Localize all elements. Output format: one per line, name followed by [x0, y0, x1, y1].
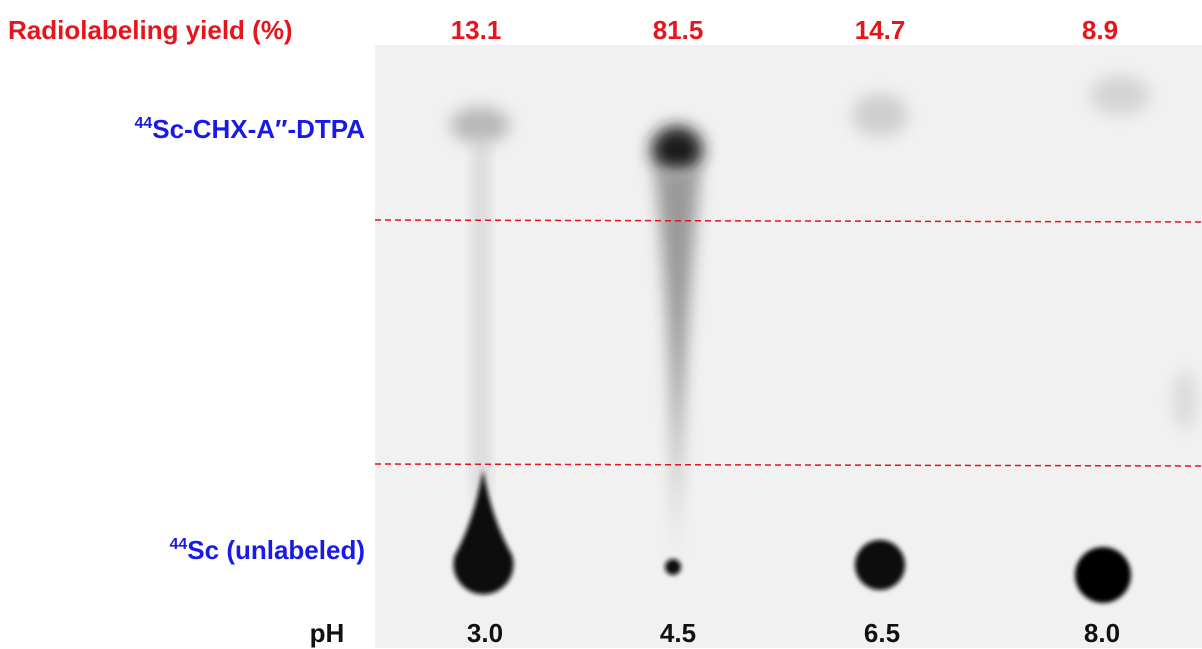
spot	[665, 559, 681, 575]
yield-value: 8.9	[1081, 15, 1119, 45]
spot	[450, 107, 510, 143]
spot	[1075, 547, 1131, 603]
ph-value: 4.5	[659, 618, 697, 648]
ph-value: 8.0	[1083, 618, 1121, 648]
divider	[374, 219, 1202, 223]
spot	[651, 126, 703, 174]
superscript: 44	[169, 536, 188, 553]
ph-label: pH	[309, 618, 345, 648]
band-label: 44Sc-CHX-A″-DTPA	[134, 114, 365, 145]
spot	[1090, 75, 1150, 115]
divider	[374, 463, 1202, 467]
band-text: Sc (unlabeled)	[187, 535, 365, 565]
superscript: 44	[134, 115, 153, 132]
ph-value: 3.0	[466, 618, 504, 648]
yield-value: 81.5	[652, 15, 704, 45]
spot	[852, 93, 908, 137]
yield-label: Radiolabeling yield (%)	[8, 15, 293, 45]
band-label: 44Sc (unlabeled)	[170, 535, 366, 566]
spot	[453, 470, 514, 595]
spot	[1173, 370, 1197, 430]
spot	[855, 540, 905, 590]
ph-value: 6.5	[863, 618, 901, 648]
plate	[375, 45, 1202, 648]
yield-value: 14.7	[854, 15, 906, 45]
streak	[655, 170, 700, 570]
streak	[476, 140, 486, 500]
band-text: Sc-CHX-A″-DTPA	[152, 114, 365, 144]
yield-value: 13.1	[450, 15, 502, 45]
